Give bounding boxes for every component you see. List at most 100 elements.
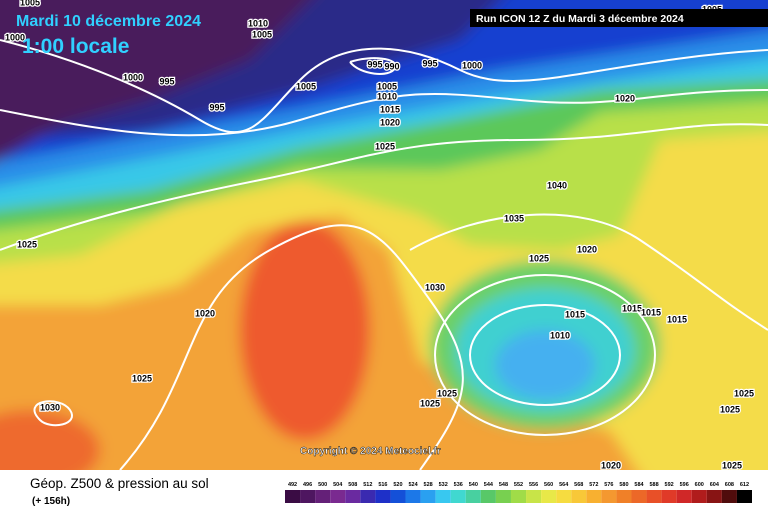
isobar-label: 1020 <box>615 93 635 103</box>
isobar-label: 1015 <box>622 303 642 313</box>
isobar-label: 995 <box>422 58 437 68</box>
scale-swatch <box>541 490 557 503</box>
scale-swatch <box>360 490 376 503</box>
isobar-label: 1010 <box>248 18 268 28</box>
isobar-label: 995 <box>367 59 382 69</box>
scale-swatch <box>721 490 737 503</box>
scale-label: 504 <box>333 482 343 488</box>
scale-swatch <box>375 490 391 503</box>
scale-swatch <box>736 490 752 503</box>
scale-label: 512 <box>363 482 372 488</box>
scale-swatch <box>571 490 587 503</box>
scale-label: 508 <box>348 482 357 488</box>
scale-label: 528 <box>424 482 433 488</box>
isobar-label: 1020 <box>195 308 215 318</box>
scale-swatch <box>420 490 436 503</box>
scale-label: 548 <box>499 482 508 488</box>
scale-swatch <box>315 490 331 503</box>
copyright: Copyright © 2024 Meteociel.fr <box>300 446 441 457</box>
isobar-label: 1015 <box>380 104 400 114</box>
scale-swatch <box>646 490 662 503</box>
isobars <box>0 39 768 470</box>
scale-swatch <box>300 490 316 503</box>
isobar-label: 1010 <box>550 330 570 340</box>
isobar-label: 1025 <box>420 398 440 408</box>
run-box <box>470 9 768 27</box>
scale-label: 500 <box>318 482 327 488</box>
scale-swatch <box>601 490 617 503</box>
scale-swatch <box>450 490 466 503</box>
scale-swatch <box>706 490 722 503</box>
scale-swatch <box>390 490 406 503</box>
scale-label: 604 <box>710 482 720 488</box>
isobar-label: 1015 <box>641 307 661 317</box>
footer-title: Géop. Z500 & pression au sol <box>30 476 209 491</box>
scale-label: 596 <box>680 482 689 488</box>
isobar-label: 1005 <box>296 81 316 91</box>
scale-label: 540 <box>469 482 478 488</box>
isobar-label: 1025 <box>375 141 395 151</box>
scale-label: 496 <box>303 482 312 488</box>
scale-label: 524 <box>408 482 418 488</box>
z500-field <box>0 0 768 470</box>
isobar-label: 1025 <box>437 388 457 398</box>
scale-swatch <box>345 490 361 503</box>
scale-label: 568 <box>574 482 583 488</box>
isobar-label: 1010 <box>377 91 397 101</box>
footer-lead: (+ 156h) <box>32 496 70 507</box>
scale-label: 588 <box>649 482 658 488</box>
forecast-time: 1:00 locale <box>22 35 129 58</box>
scale-label: 556 <box>529 482 538 488</box>
scale-swatch <box>495 490 511 503</box>
scale-swatch <box>631 490 647 503</box>
scale-label: 612 <box>740 482 749 488</box>
isobar-label: 1000 <box>123 72 143 82</box>
isobar-label: 1005 <box>252 29 272 39</box>
scale-swatch <box>676 490 692 503</box>
scale-label: 608 <box>725 482 734 488</box>
scale-label: 584 <box>634 482 644 488</box>
scale-label: 576 <box>604 482 613 488</box>
isobar-label: 1035 <box>504 213 524 223</box>
isobar-label: 1025 <box>722 460 742 470</box>
isobar-label: 1025 <box>720 404 740 414</box>
isobar-label: 1025 <box>132 373 152 383</box>
scale-label: 492 <box>288 482 297 488</box>
isobar-label: 1030 <box>425 282 445 292</box>
isobar-label: 1005 <box>377 81 397 91</box>
isobar-label: 1025 <box>734 388 754 398</box>
isobar-label: 1025 <box>17 239 37 249</box>
scale-swatch <box>330 490 346 503</box>
isobar-label: 1005 <box>20 0 40 7</box>
isobar-label: 1015 <box>667 314 687 324</box>
isobar-label: 1020 <box>577 244 597 254</box>
scale-swatch <box>616 490 632 503</box>
isobar-label: 1015 <box>565 309 585 319</box>
scale-swatch <box>405 490 421 503</box>
scale-swatch <box>691 490 707 503</box>
scale-swatch <box>586 490 602 503</box>
scale-swatch <box>285 490 301 503</box>
scale-label: 592 <box>665 482 674 488</box>
isobar-label: 1025 <box>529 253 549 263</box>
isobar-label: 1000 <box>462 60 482 70</box>
forecast-date: Mardi 10 décembre 2024 <box>16 13 201 30</box>
scale-label: 516 <box>378 482 387 488</box>
scale-swatch <box>435 490 451 503</box>
isobar-label: 1020 <box>601 460 621 470</box>
isobar-label: 995 <box>209 102 224 112</box>
isobar-label: 995 <box>159 76 174 86</box>
isobar-label: 990 <box>384 61 399 71</box>
scale-label: 572 <box>589 482 598 488</box>
scale-label: 544 <box>484 482 494 488</box>
scale-swatch <box>480 490 496 503</box>
scale-label: 564 <box>559 482 569 488</box>
scale-label: 532 <box>439 482 448 488</box>
scale-swatch <box>510 490 527 503</box>
scale-label: 560 <box>544 482 553 488</box>
isobar-label: 1020 <box>380 117 400 127</box>
scale-label: 580 <box>619 482 628 488</box>
scale-label: 520 <box>393 482 402 488</box>
